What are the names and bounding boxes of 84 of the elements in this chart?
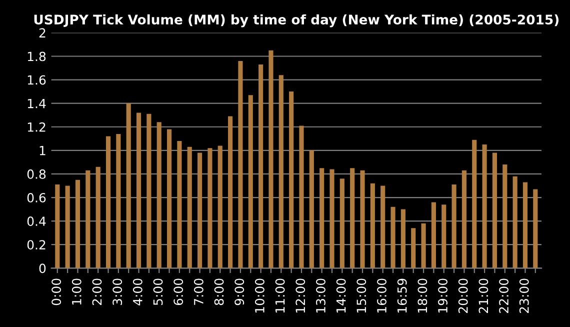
y-tick-label: 0.8 (27, 169, 46, 179)
bar (65, 186, 70, 268)
bar (248, 95, 253, 268)
bar (472, 140, 477, 268)
bar (166, 129, 172, 268)
x-tick-label: 20:00 (458, 278, 468, 313)
bar (340, 178, 344, 268)
x-tick-label: 23:00 (519, 278, 529, 313)
bar (126, 103, 131, 268)
bar (55, 184, 60, 268)
x-tick-label: 18:00 (418, 278, 428, 313)
y-tick-label: 1.8 (28, 52, 46, 62)
y-tick-label: 1 (40, 146, 46, 156)
bar (238, 60, 243, 268)
x-tick-label: 19:00 (438, 278, 448, 313)
bar (258, 64, 264, 268)
x-tick-label: 11:00 (275, 278, 285, 313)
x-tick-label: 7:00 (194, 278, 204, 305)
y-tick-label: 2 (39, 28, 46, 38)
bar (289, 92, 294, 268)
y-tick-label: 1.6 (28, 75, 46, 85)
x-tick-label: 1:00 (72, 278, 82, 305)
bar (268, 50, 274, 268)
bar (512, 176, 518, 268)
bar (309, 150, 314, 268)
x-tick-label: 10:00 (254, 278, 264, 313)
bar (299, 126, 304, 268)
y-tick-label: 0.6 (27, 192, 46, 202)
bar (320, 168, 324, 268)
x-tick-label: 2:00 (92, 278, 102, 306)
bar (421, 223, 426, 268)
bar (75, 180, 80, 268)
bar (442, 204, 446, 268)
bar (177, 141, 182, 268)
y-tick-label: 0.4 (27, 216, 46, 226)
x-tick-label: 16:00 (377, 278, 386, 313)
bar (86, 170, 90, 268)
bar (370, 183, 375, 268)
bar (431, 202, 436, 268)
x-tick-label: 8:00 (214, 278, 224, 306)
bar (106, 136, 111, 268)
bar (136, 112, 142, 268)
x-tick-label: 14:00 (336, 278, 346, 313)
bar (462, 170, 466, 268)
bar (390, 206, 396, 268)
bar (197, 152, 202, 268)
bar (411, 228, 416, 268)
bar (330, 169, 334, 268)
y-tick-label: 1.2 (28, 122, 46, 132)
bar (502, 164, 508, 268)
bar (492, 152, 498, 268)
y-tick-label: 0.2 (27, 240, 46, 250)
bar (522, 182, 528, 268)
y-tick-label: 1.4 (28, 98, 46, 108)
x-tick-label: 16:59 (397, 278, 407, 313)
bar (278, 75, 284, 268)
x-tick-label: 12:00 (296, 278, 306, 313)
bar (350, 168, 355, 268)
x-tick-label: 4:00 (132, 278, 142, 306)
bar (228, 116, 233, 268)
bar (360, 170, 365, 268)
bar (187, 146, 192, 268)
bar (482, 144, 487, 268)
x-tick-label: 13:00 (316, 278, 326, 313)
bar (146, 114, 152, 268)
bar (452, 184, 456, 268)
x-tick-label: 5:00 (153, 278, 163, 305)
bar (208, 148, 212, 268)
bar (96, 166, 100, 268)
x-tick-label: 21:00 (478, 278, 488, 313)
bar (156, 122, 162, 268)
bar (380, 186, 386, 268)
x-tick-label: 6:00 (174, 278, 184, 306)
x-tick-label: 0:00 (52, 278, 62, 306)
bar (218, 146, 222, 268)
chart-title: USDJPY Tick Volume (MM) by time of day (New York Time) (2005-2015) (34, 14, 559, 28)
bar (400, 209, 406, 268)
x-tick-label: 22:00 (499, 278, 509, 313)
x-tick-label: 15:00 (356, 278, 366, 313)
bar (533, 189, 538, 268)
bar (116, 134, 121, 268)
x-tick-label: 3:00 (112, 278, 122, 305)
y-tick-label: 0 (39, 264, 46, 274)
x-tick-label: 9:00 (234, 278, 244, 306)
